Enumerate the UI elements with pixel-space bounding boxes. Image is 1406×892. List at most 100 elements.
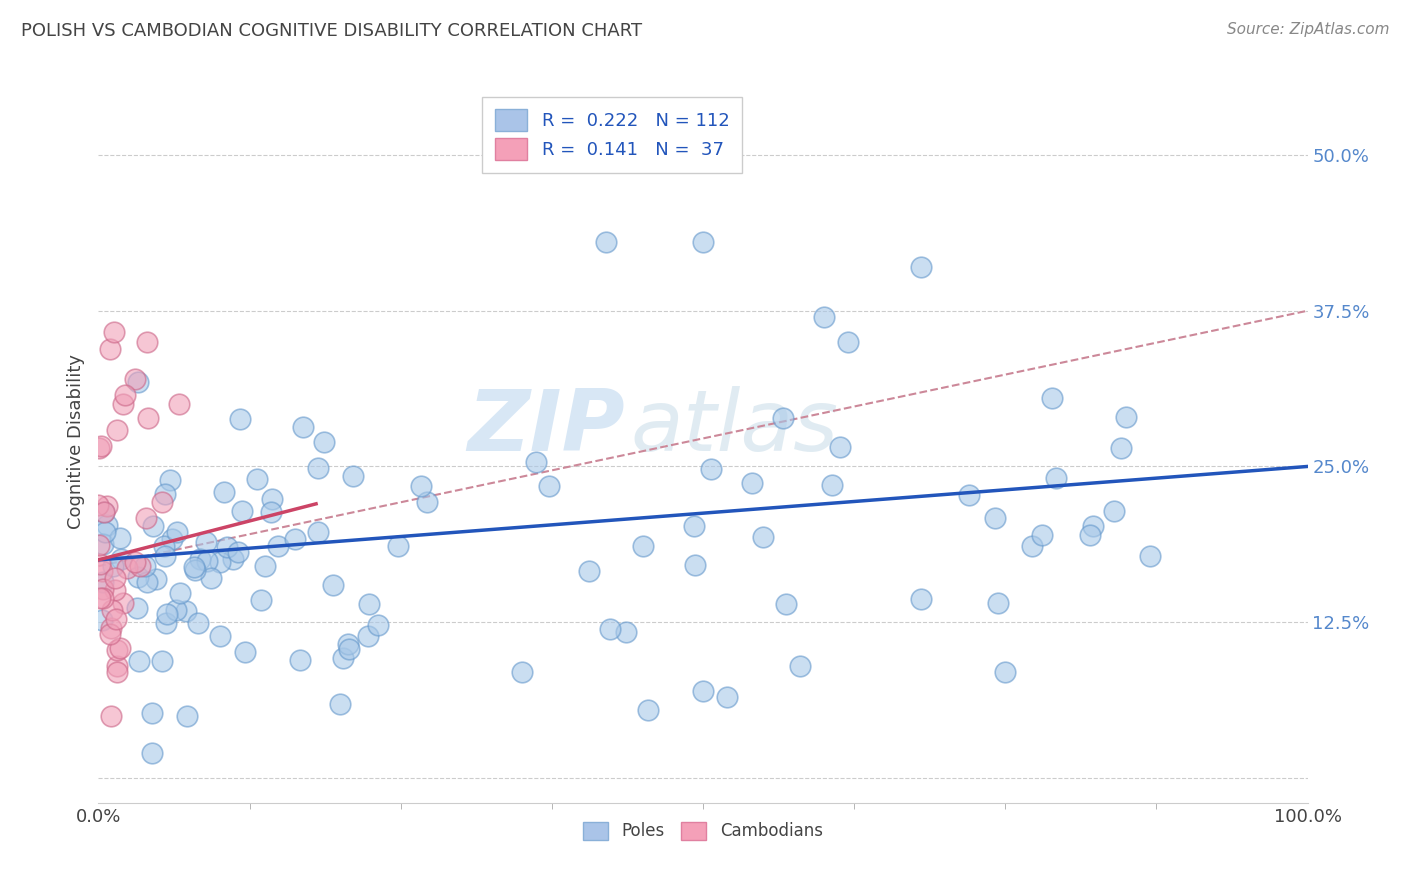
Point xyxy=(828,440,851,454)
Point xyxy=(231,503,253,517)
Point xyxy=(538,479,561,493)
Point xyxy=(156,607,179,622)
Point xyxy=(167,397,190,411)
Point xyxy=(359,598,381,612)
Point xyxy=(89,441,111,455)
Point xyxy=(159,473,181,487)
Point xyxy=(246,472,269,486)
Point xyxy=(105,423,128,437)
Point xyxy=(1078,528,1101,542)
Point xyxy=(100,621,122,635)
Point xyxy=(104,612,127,626)
Point xyxy=(183,560,205,574)
Point xyxy=(91,613,114,627)
Point xyxy=(87,499,110,513)
Point xyxy=(322,578,344,592)
Point xyxy=(166,524,188,539)
Point xyxy=(105,658,128,673)
Point xyxy=(416,495,439,509)
Point xyxy=(104,582,127,597)
Point xyxy=(165,603,187,617)
Point xyxy=(336,637,359,651)
Point xyxy=(98,626,121,640)
Point xyxy=(153,539,176,553)
Text: ZIP: ZIP xyxy=(467,385,624,468)
Text: POLISH VS CAMBODIAN COGNITIVE DISABILITY CORRELATION CHART: POLISH VS CAMBODIAN COGNITIVE DISABILITY… xyxy=(21,22,643,40)
Point xyxy=(682,519,704,533)
Point xyxy=(96,500,118,514)
Point xyxy=(93,505,115,519)
Point xyxy=(98,343,121,357)
Point xyxy=(637,703,659,717)
Point xyxy=(1045,470,1067,484)
Point xyxy=(910,260,932,274)
Point xyxy=(1042,391,1064,405)
Point xyxy=(631,539,654,553)
Point xyxy=(114,388,136,402)
Point xyxy=(700,462,723,476)
Point xyxy=(524,455,547,469)
Point xyxy=(124,555,146,569)
Point xyxy=(284,532,307,546)
Point xyxy=(155,615,177,630)
Point xyxy=(267,539,290,553)
Point xyxy=(789,658,811,673)
Point xyxy=(1102,504,1125,518)
Point xyxy=(111,597,134,611)
Point xyxy=(837,334,859,349)
Point xyxy=(105,642,128,657)
Point xyxy=(253,559,276,574)
Point xyxy=(821,478,844,492)
Point xyxy=(510,665,533,679)
Y-axis label: Cognitive Disability: Cognitive Disability xyxy=(66,354,84,529)
Point xyxy=(90,438,112,452)
Point xyxy=(741,475,763,490)
Point xyxy=(212,485,235,500)
Point xyxy=(141,746,163,760)
Point xyxy=(108,531,131,545)
Point xyxy=(1109,442,1132,456)
Text: Source: ZipAtlas.com: Source: ZipAtlas.com xyxy=(1226,22,1389,37)
Point xyxy=(124,372,146,386)
Point xyxy=(100,708,122,723)
Point xyxy=(91,575,114,590)
Point xyxy=(91,582,114,597)
Point xyxy=(103,325,125,339)
Point xyxy=(145,572,167,586)
Point xyxy=(155,487,177,501)
Point xyxy=(96,517,118,532)
Point xyxy=(1139,549,1161,563)
Point xyxy=(262,491,284,506)
Point xyxy=(150,654,173,668)
Point xyxy=(994,665,1017,679)
Point xyxy=(128,654,150,668)
Point xyxy=(984,510,1007,524)
Point xyxy=(187,615,209,630)
Point xyxy=(357,629,380,643)
Point xyxy=(307,525,329,540)
Point xyxy=(367,617,389,632)
Point xyxy=(228,545,250,559)
Point xyxy=(910,591,932,606)
Point xyxy=(150,495,173,509)
Point xyxy=(94,524,117,539)
Point xyxy=(87,538,110,552)
Text: atlas: atlas xyxy=(630,385,838,468)
Point xyxy=(128,559,150,574)
Legend: Poles, Cambodians: Poles, Cambodians xyxy=(575,814,831,848)
Point xyxy=(195,553,218,567)
Point xyxy=(599,622,621,636)
Point xyxy=(108,641,131,656)
Point xyxy=(136,411,159,425)
Point xyxy=(250,592,273,607)
Point xyxy=(957,488,980,502)
Point xyxy=(101,602,124,616)
Point xyxy=(1115,409,1137,424)
Point xyxy=(1083,519,1105,533)
Point xyxy=(111,397,134,411)
Point xyxy=(288,652,311,666)
Point xyxy=(692,683,714,698)
Point xyxy=(135,334,157,349)
Point xyxy=(155,549,177,563)
Point xyxy=(91,536,114,550)
